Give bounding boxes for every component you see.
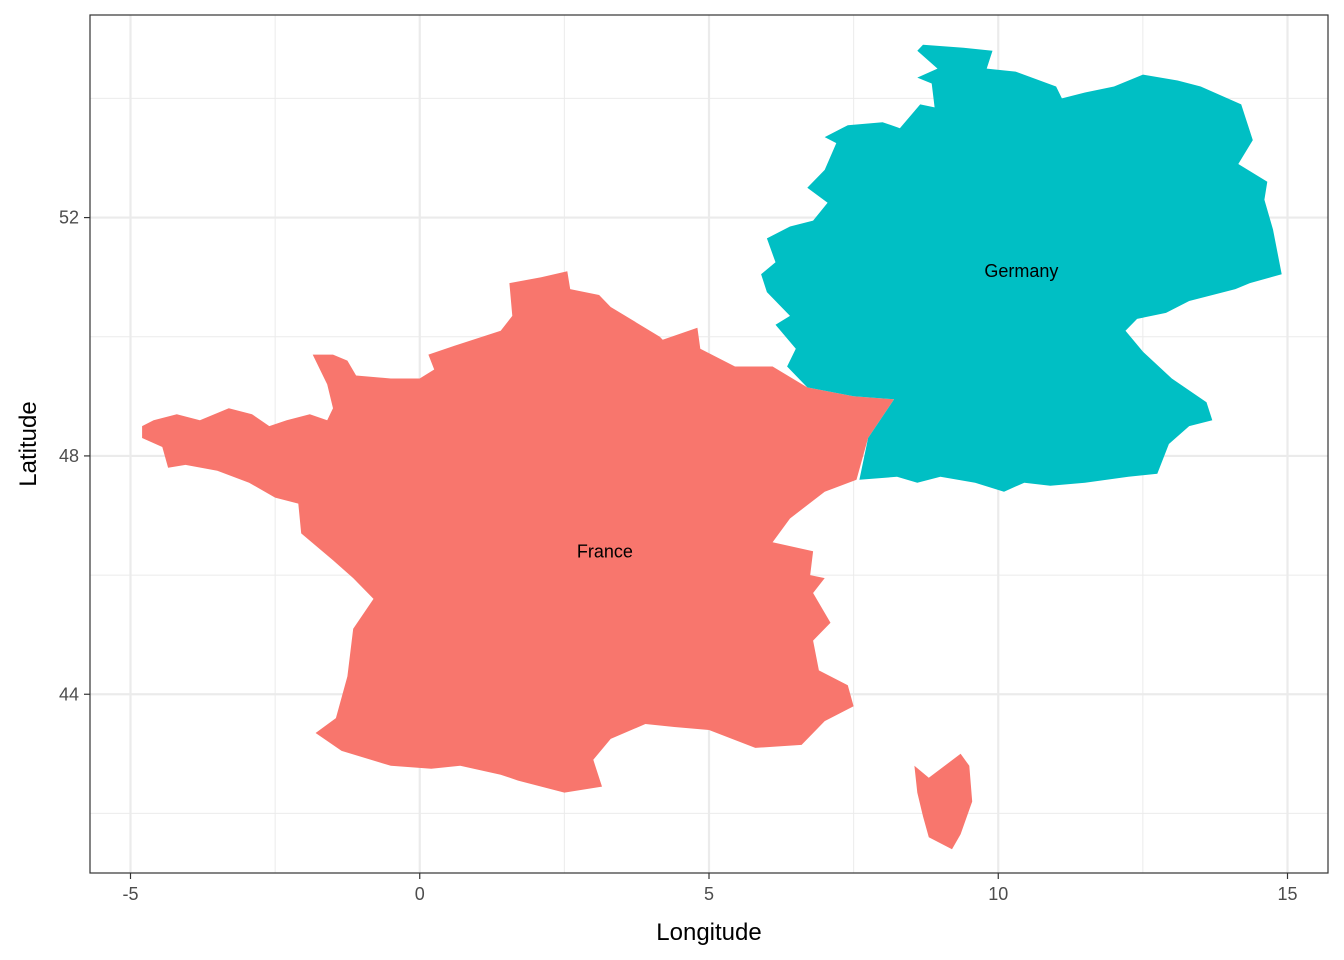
x-axis-ticks: -5 0 5 10 15 bbox=[122, 873, 1298, 904]
country-label-france: France bbox=[577, 541, 633, 561]
x-tick-label: 0 bbox=[415, 884, 425, 904]
region-germany bbox=[761, 44, 1282, 492]
x-axis-title: Longitude bbox=[656, 919, 761, 946]
country-labels: France Germany bbox=[577, 261, 1059, 561]
y-tick-label: 52 bbox=[59, 208, 79, 228]
region-france-polygon bbox=[914, 753, 973, 850]
region-germany-polygon bbox=[761, 44, 1282, 492]
x-tick-label: -5 bbox=[122, 884, 138, 904]
y-tick-label: 48 bbox=[59, 446, 79, 466]
x-tick-label: 10 bbox=[988, 884, 1008, 904]
y-axis-title: Latitude bbox=[15, 401, 42, 486]
x-tick-label: 5 bbox=[704, 884, 714, 904]
y-axis-ticks: 44 48 52 bbox=[59, 208, 90, 704]
region-france-polygon bbox=[142, 271, 895, 793]
country-label-germany: Germany bbox=[984, 261, 1058, 281]
country-polygons bbox=[142, 44, 1282, 850]
x-tick-label: 15 bbox=[1277, 884, 1297, 904]
region-france bbox=[142, 271, 973, 850]
y-tick-label: 44 bbox=[59, 684, 79, 704]
